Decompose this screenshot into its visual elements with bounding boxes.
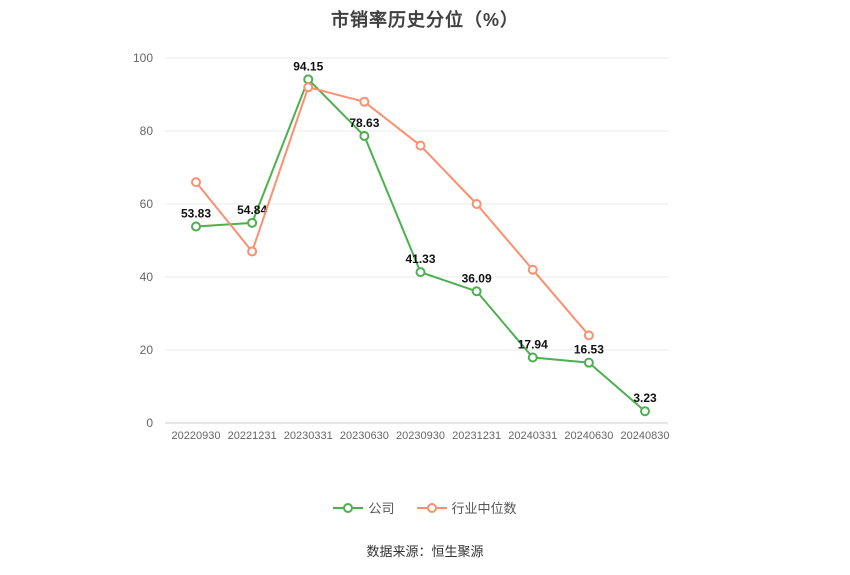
company-series-marker-icon [333,502,364,513]
x-axis-tick-label: 20230331 [284,430,333,442]
series-line [195,78,646,412]
legend-label-company: 公司 [368,501,395,516]
y-axis-tick-label: 40 [140,270,154,284]
data-point[interactable] [471,286,482,297]
data-source-note: 数据来源：恒生聚源 [366,544,484,559]
value-label: 53.83 [181,207,211,221]
data-point[interactable] [583,357,594,368]
value-label: 78.63 [349,116,379,130]
value-label: 17.94 [518,338,548,352]
data-point[interactable] [247,217,258,228]
data-point[interactable] [583,330,594,341]
x-axis-tick-label: 20231231 [452,430,501,442]
x-axis-tick-label: 20240331 [508,430,557,442]
data-point[interactable] [640,406,650,417]
y-axis-tick-label: 80 [140,124,154,138]
y-axis-tick-label: 20 [140,343,154,357]
data-point[interactable] [527,352,538,363]
value-label: 36.09 [462,271,492,285]
data-point[interactable] [415,140,426,151]
industry-median-series-marker-icon [416,502,447,513]
value-label: 3.23 [633,391,657,405]
x-axis-tick-label: 20221231 [228,430,277,442]
data-point[interactable] [415,267,426,278]
legend-item-industry-median[interactable]: 行业中位数 [416,498,517,517]
data-point[interactable] [359,96,370,107]
legend-item-company[interactable]: 公司 [333,498,395,517]
data-point[interactable] [527,264,538,275]
data-point[interactable] [191,221,201,232]
x-axis-tick-label: 20240630 [564,430,613,442]
line-chart: 0 20 40 60 80 100 20220930 20221231 20230331 2023… [133,51,670,442]
value-label: 16.53 [574,343,604,357]
data-point[interactable] [303,74,314,85]
value-label: 54.84 [237,203,267,217]
data-point[interactable] [247,246,258,257]
y-axis-tick-label: 0 [146,416,153,430]
x-axis-tick-label: 20240830 [621,430,670,442]
value-label: 41.33 [405,252,435,266]
value-label: 94.15 [293,59,323,73]
y-axis-tick-label: 100 [133,51,153,65]
legend: 公司 行业中位数 [0,498,850,517]
chart-title: 市销率历史分位（%） [330,10,519,30]
x-axis-tick-label: 20230630 [340,430,389,442]
x-axis-tick-label: 20230930 [396,430,445,442]
x-axis-tick-label: 20220930 [172,430,221,442]
series-line [195,86,590,337]
data-point[interactable] [471,199,482,209]
y-axis-tick-label: 60 [140,197,154,211]
data-point[interactable] [359,131,370,142]
data-point[interactable] [191,177,201,188]
legend-label-industry-median: 行业中位数 [451,501,517,516]
data-point[interactable] [303,82,314,93]
